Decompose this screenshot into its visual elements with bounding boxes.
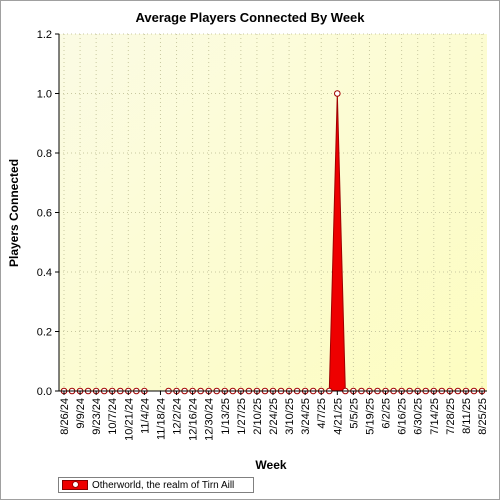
x-tick-label: 7/14/25 xyxy=(429,398,441,435)
legend-swatch xyxy=(62,480,88,490)
x-tick-label: 9/9/24 xyxy=(75,398,87,429)
x-tick-label: 5/5/25 xyxy=(348,398,360,429)
x-tick-label: 5/19/25 xyxy=(364,398,376,435)
x-tick-label: 10/21/24 xyxy=(123,398,135,441)
data-point xyxy=(334,90,341,97)
x-tick-label: 1/13/25 xyxy=(220,398,232,435)
y-axis-label: Players Connected xyxy=(7,159,21,267)
x-tick-label: 6/16/25 xyxy=(397,398,409,435)
x-tick-label: 8/26/24 xyxy=(59,398,71,435)
x-tick-label: 8/25/25 xyxy=(477,398,489,435)
x-tick-label: 12/2/24 xyxy=(172,398,184,435)
x-tick-label: 3/10/25 xyxy=(284,398,296,435)
y-tick-label: 0.6 xyxy=(37,208,52,220)
y-tick-label: 0.4 xyxy=(37,267,52,279)
legend-marker xyxy=(72,481,79,488)
x-tick-label: 12/30/24 xyxy=(204,398,216,441)
y-tick-label: 1.0 xyxy=(37,89,52,101)
legend-label: Otherworld, the realm of Tirn Aill xyxy=(92,479,235,491)
x-tick-label: 6/30/25 xyxy=(413,398,425,435)
x-tick-label: 10/7/24 xyxy=(107,398,119,435)
y-tick-label: 0.0 xyxy=(37,386,52,398)
x-tick-label: 7/28/25 xyxy=(445,398,457,435)
y-tick-label: 0.8 xyxy=(37,148,52,160)
y-tick-label: 1.2 xyxy=(37,29,52,41)
x-tick-label: 1/27/25 xyxy=(236,398,248,435)
x-tick-label: 2/10/25 xyxy=(252,398,264,435)
x-tick-label: 8/11/25 xyxy=(461,398,473,434)
x-tick-label: 4/7/25 xyxy=(316,398,328,429)
x-tick-label: 11/18/24 xyxy=(155,398,167,440)
y-tick-layer: 0.0 0.2 0.4 0.6 0.8 1.0 1.2 xyxy=(37,29,59,398)
legend: Otherworld, the realm of Tirn Aill xyxy=(58,477,254,493)
x-tick-layer: 8/26/24 9/9/24 9/23/24 10/7/24 10/21/24 11/4/… xyxy=(59,391,489,441)
x-tick-label: 12/16/24 xyxy=(188,398,200,441)
x-tick-label: 9/23/24 xyxy=(91,398,103,435)
x-axis-label: Week xyxy=(255,458,286,472)
x-tick-label: 3/24/25 xyxy=(300,398,312,435)
chart-title: Average Players Connected By Week xyxy=(135,10,365,25)
x-tick-label: 11/4/24 xyxy=(139,398,151,434)
x-tick-label: 6/2/25 xyxy=(381,398,393,429)
x-tick-label: 2/24/25 xyxy=(268,398,280,435)
x-tick-label: 4/21/25 xyxy=(332,398,344,435)
y-tick-label: 0.2 xyxy=(37,327,52,339)
